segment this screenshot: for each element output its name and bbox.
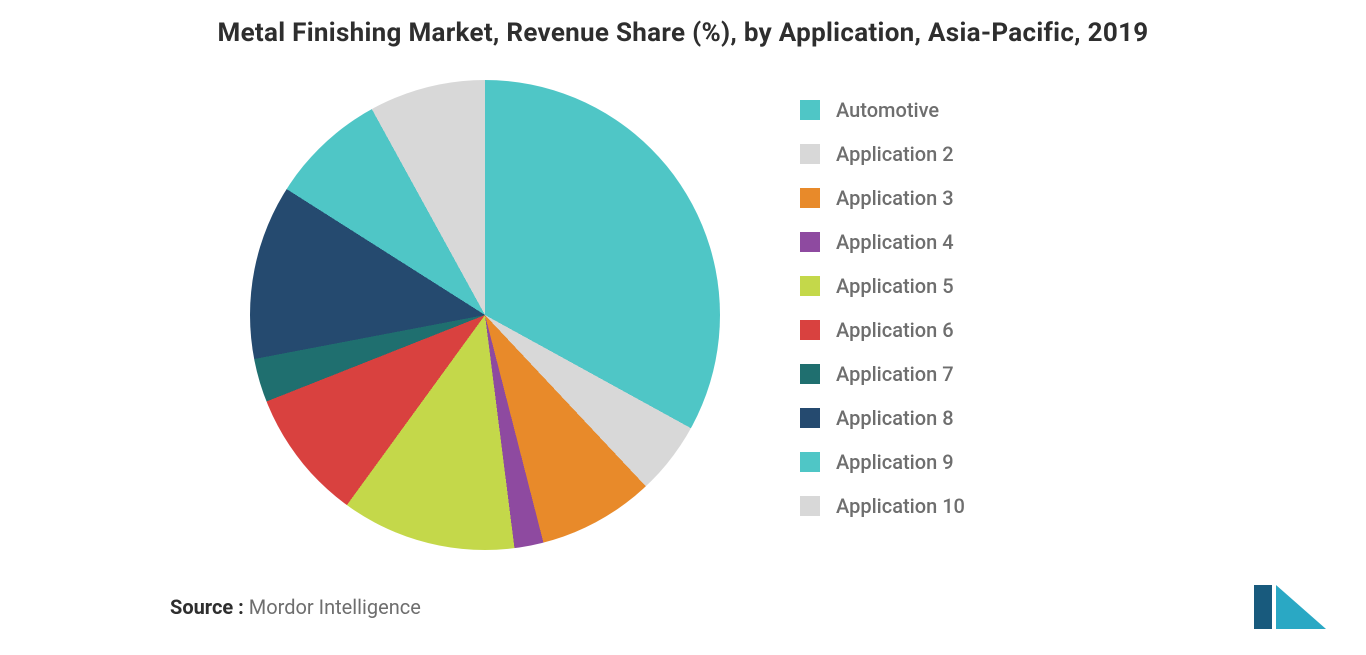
legend-item: Application 8 [800, 396, 1100, 440]
source-value: Mordor Intelligence [249, 595, 421, 619]
legend-item: Application 9 [800, 440, 1100, 484]
legend-item: Application 2 [800, 132, 1100, 176]
legend-swatch [800, 188, 820, 208]
legend-label: Application 7 [836, 362, 954, 386]
legend-item: Application 10 [800, 484, 1100, 528]
legend-item: Application 3 [800, 176, 1100, 220]
legend-item: Automotive [800, 88, 1100, 132]
legend-label: Application 4 [836, 230, 954, 254]
legend-swatch [800, 364, 820, 384]
legend-swatch [800, 276, 820, 296]
legend-swatch [800, 496, 820, 516]
legend-swatch [800, 100, 820, 120]
legend-swatch [800, 320, 820, 340]
legend-label: Application 2 [836, 142, 954, 166]
legend-item: Application 7 [800, 352, 1100, 396]
source-label: Source : [170, 595, 244, 619]
legend-label: Automotive [836, 98, 939, 122]
legend-swatch [800, 452, 820, 472]
legend-swatch [800, 408, 820, 428]
legend-item: Application 4 [800, 220, 1100, 264]
chart-title: Metal Finishing Market, Revenue Share (%… [0, 18, 1366, 48]
pie-chart [250, 80, 720, 550]
source-attribution: Source : Mordor Intelligence [170, 595, 421, 619]
legend-label: Application 5 [836, 274, 954, 298]
legend-label: Application 8 [836, 406, 954, 430]
legend-label: Application 6 [836, 318, 954, 342]
pie-chart-canvas [250, 80, 720, 550]
legend-item: Application 6 [800, 308, 1100, 352]
legend-swatch [800, 144, 820, 164]
brand-logo [1254, 585, 1326, 629]
legend-label: Application 3 [836, 186, 954, 210]
legend-label: Application 9 [836, 450, 954, 474]
legend-item: Application 5 [800, 264, 1100, 308]
legend: Automotive Application 2 Application 3 Appl… [800, 88, 1100, 528]
legend-swatch [800, 232, 820, 252]
legend-label: Application 10 [836, 494, 965, 518]
